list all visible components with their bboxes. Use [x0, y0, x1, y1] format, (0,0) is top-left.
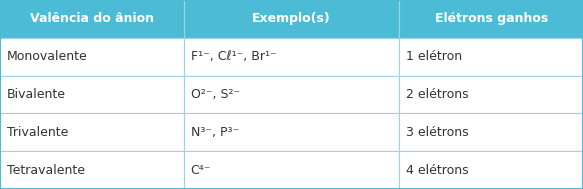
Bar [399, 76, 583, 113]
Bar [0, 113, 184, 151]
Text: Elétrons ganhos: Elétrons ganhos [434, 12, 548, 25]
Bar [399, 113, 583, 151]
Bar [399, 38, 583, 76]
Text: Monovalente: Monovalente [7, 50, 88, 63]
Bar [184, 151, 399, 189]
Text: 3 elétrons: 3 elétrons [406, 126, 469, 139]
Bar [0, 0, 184, 38]
Bar [184, 0, 399, 38]
Text: Valência do ânion: Valência do ânion [30, 12, 154, 25]
Bar [399, 0, 583, 38]
Bar [184, 113, 399, 151]
Text: Exemplo(s): Exemplo(s) [252, 12, 331, 25]
Text: 4 elétrons: 4 elétrons [406, 164, 469, 177]
Text: 2 elétrons: 2 elétrons [406, 88, 469, 101]
Text: 1 elétron: 1 elétron [406, 50, 462, 63]
Text: F¹⁻, Cℓ¹⁻, Br¹⁻: F¹⁻, Cℓ¹⁻, Br¹⁻ [191, 50, 276, 63]
Bar [399, 151, 583, 189]
Text: N³⁻, P³⁻: N³⁻, P³⁻ [191, 126, 239, 139]
Bar [0, 151, 184, 189]
Bar [0, 38, 184, 76]
Bar [0, 76, 184, 113]
Bar [184, 38, 399, 76]
Text: Trivalente: Trivalente [7, 126, 68, 139]
Text: Tetravalente: Tetravalente [7, 164, 85, 177]
Text: C⁴⁻: C⁴⁻ [191, 164, 211, 177]
Text: Bivalente: Bivalente [7, 88, 66, 101]
Text: O²⁻, S²⁻: O²⁻, S²⁻ [191, 88, 240, 101]
Bar [184, 76, 399, 113]
